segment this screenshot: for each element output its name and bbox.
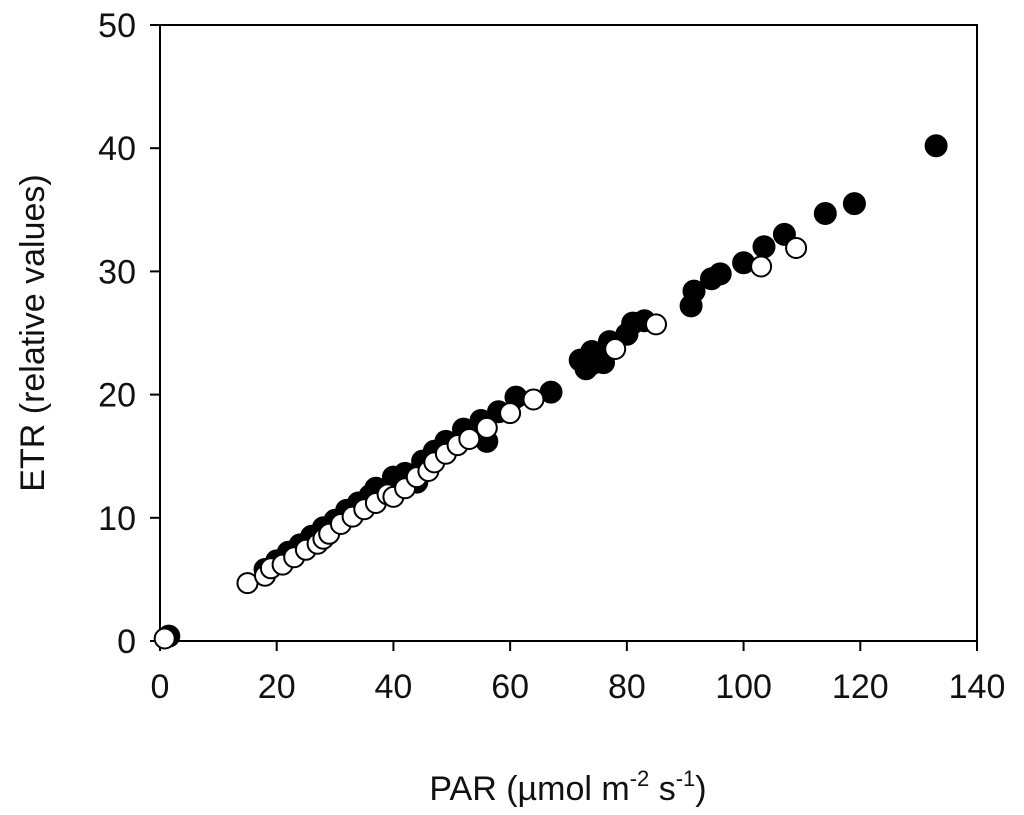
y-tick-label: 50 [98, 7, 136, 45]
x-tick-label: 40 [375, 668, 413, 706]
x-tick-label: 100 [715, 668, 772, 706]
axis-ticks: 0 20 40 60 80 100 120 140 0 10 20 30 40 50 [98, 7, 1005, 706]
open-data-point [750, 255, 773, 278]
y-tick-label: 20 [98, 377, 136, 415]
open-data-point [785, 237, 808, 259]
open-data-point [475, 416, 498, 439]
y-tick-label: 40 [98, 130, 136, 168]
x-tick-label: 20 [258, 668, 296, 706]
x-tick-label: 80 [608, 668, 646, 706]
axis-labels: ETR (relative values) PAR (µmol m-2 s-1) [14, 174, 707, 808]
y-tick-label: 30 [98, 253, 136, 291]
open-data-point [645, 313, 667, 336]
filled-data-point [924, 134, 948, 158]
open-data-point [458, 428, 481, 450]
open-data-point [604, 338, 627, 360]
x-tick-label: 60 [491, 668, 529, 706]
data-points [153, 134, 948, 650]
open-data-point [153, 627, 176, 650]
filled-data-point [708, 262, 732, 286]
open-data-point [522, 388, 545, 411]
y-axis-label: ETR (relative values) [14, 174, 52, 491]
y-tick-label: 10 [98, 500, 136, 538]
filled-data-point [813, 202, 837, 225]
x-tick-label: 140 [949, 668, 1006, 706]
y-tick-label: 0 [117, 623, 136, 661]
filled-data-point [842, 192, 866, 216]
filled-data-point [682, 279, 706, 303]
x-axis-label: PAR (µmol m-2 s-1) [429, 766, 706, 808]
x-tick-label: 0 [151, 668, 170, 706]
open-data-point [499, 402, 522, 425]
x-tick-label: 120 [832, 668, 889, 706]
plot-frame [159, 24, 978, 642]
filled-data-point [752, 235, 776, 259]
